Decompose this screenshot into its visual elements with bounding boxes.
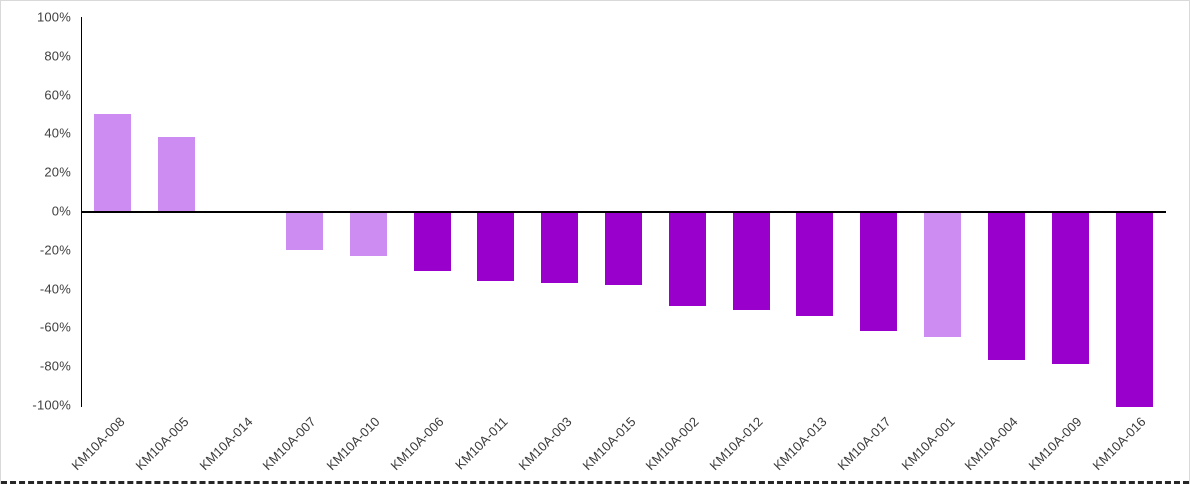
bar-KM10A-007 (285, 213, 323, 250)
y-axis-tick-label: -100% (32, 397, 71, 413)
x-axis-category-label: KM10A-008 (68, 414, 128, 474)
bar-KM10A-001 (924, 213, 962, 338)
bar-KM10A-006 (413, 213, 451, 272)
bar-KM10A-015 (605, 213, 642, 285)
x-axis-zero-line (81, 211, 1166, 213)
bar-KM10A-017 (860, 213, 898, 332)
bar-KM10A-010 (349, 213, 387, 256)
y-axis-tick-label: -40% (39, 281, 71, 297)
y-axis-tick-label: 40% (44, 125, 71, 141)
y-axis-tick-label: -20% (39, 242, 71, 258)
bar-KM10A-009 (1051, 213, 1089, 365)
y-axis-tick-label: -60% (39, 319, 71, 335)
bar-KM10A-002 (668, 213, 706, 307)
dashed-bottom-line (1, 481, 1189, 484)
y-axis-tick-label: 20% (44, 164, 71, 180)
bar-KM10A-012 (732, 213, 770, 310)
y-axis-tick-label: 80% (44, 48, 71, 64)
bar-KM10A-008 (94, 114, 132, 211)
bar-KM10A-016 (1115, 213, 1153, 407)
bar-KM10A-003 (541, 213, 579, 283)
bar-KM10A-005 (158, 137, 196, 211)
y-axis-tick-label: -80% (39, 358, 71, 374)
bar-KM10A-013 (796, 213, 834, 316)
y-axis-tick-label: 100% (36, 9, 71, 25)
y-axis-tick-label: 60% (44, 87, 71, 103)
y-axis-tick-label: 0% (51, 203, 71, 219)
bar-KM10A-011 (477, 213, 515, 281)
bar-KM10A-004 (987, 213, 1025, 361)
